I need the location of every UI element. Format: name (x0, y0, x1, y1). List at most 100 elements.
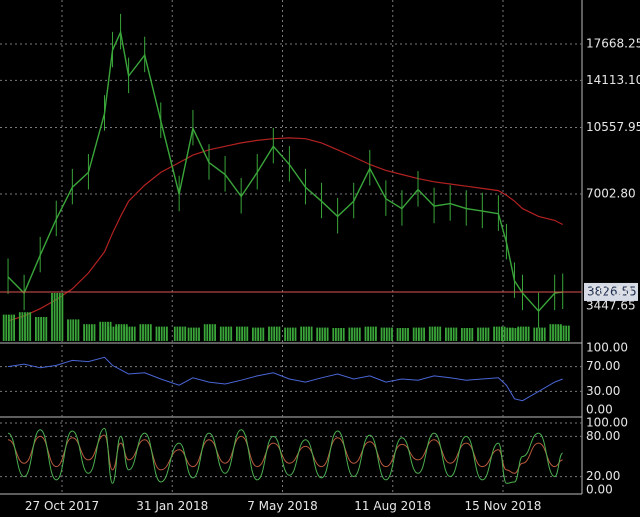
volume-bar (484, 327, 487, 341)
price-tick-label: 7002.80 (586, 187, 636, 201)
volume-bar (431, 326, 434, 341)
volume-bar (326, 327, 329, 341)
volume-bar (450, 327, 452, 341)
volume-bar (436, 326, 439, 341)
volume-bar (268, 326, 270, 341)
volume-bar (254, 327, 257, 341)
volume-bar (203, 324, 206, 341)
volume-bar (115, 324, 118, 341)
volume-bar (45, 317, 48, 341)
current-price-box (584, 282, 638, 301)
volume-bar (567, 325, 570, 341)
volume-bar (120, 324, 123, 341)
volume-bar (423, 327, 425, 341)
volume-bar (278, 326, 281, 341)
volume-bar (209, 324, 211, 341)
volume-bar (118, 324, 120, 341)
volume-bar (332, 328, 335, 341)
stochastic-panel (0, 422, 582, 484)
volume-bar (340, 328, 342, 341)
panel-frames (0, 0, 583, 495)
volume-bar (107, 326, 110, 341)
volume-bar (495, 326, 498, 341)
volume-bar (468, 328, 471, 341)
volume-bar (241, 326, 243, 341)
volume-bar (222, 326, 225, 341)
volume-bar (35, 317, 37, 341)
volume-bar (428, 326, 431, 341)
volume-bar (181, 326, 184, 341)
volume-bar (342, 328, 345, 341)
volume-bar (158, 326, 160, 341)
volume-bar (160, 326, 163, 341)
volume-bar (522, 326, 525, 341)
volume-bar (91, 324, 93, 341)
volume-bar (173, 326, 176, 341)
stoch-tick-label: 20.00 (586, 469, 620, 483)
volume-bar (252, 327, 254, 341)
price-tick-label: 14113.10 (586, 73, 640, 87)
volume-bar (128, 326, 131, 341)
price-tick-label: 10557.95 (586, 120, 640, 134)
volume-bar (562, 325, 565, 341)
volume-bar (466, 328, 468, 341)
stoch-tick-label: 100.00 (586, 416, 628, 430)
volume-bar (262, 327, 265, 341)
volume-bar (131, 326, 133, 341)
x-axis-labels: 27 Oct 2017 31 Jan 2018 7 May 2018 11 Aug 2… (25, 499, 541, 513)
volume-bar (184, 326, 187, 341)
volume-bar (560, 325, 562, 341)
volume-bar (85, 324, 88, 341)
stoch-tick-label: 0.00 (586, 483, 613, 497)
volume-bar (348, 327, 351, 341)
volume-bar (375, 326, 377, 341)
price-tick-label: 17668.25 (586, 37, 640, 51)
volume-bar (26, 312, 29, 341)
volume-bar (527, 326, 530, 341)
grid (0, 0, 582, 494)
volume-bar (565, 325, 568, 341)
volume-bar (455, 327, 458, 341)
moving-average-line (7, 137, 563, 322)
volume-bar (149, 324, 152, 341)
x-tick-label: 31 Jan 2018 (136, 499, 208, 513)
volume-bar (415, 327, 418, 341)
volume-bar (230, 326, 233, 341)
volume-bar (42, 317, 45, 341)
volume-bar (506, 327, 509, 341)
volume-bar (147, 324, 150, 341)
volume-bar (324, 327, 326, 341)
volume-bar (525, 326, 527, 341)
volume-bar (471, 328, 474, 341)
volume-bar (536, 327, 538, 341)
volume-bar (519, 326, 522, 341)
volume-bar (246, 326, 249, 341)
volume-bar (356, 327, 359, 341)
volume-bar (74, 319, 77, 341)
volume-bar (385, 327, 388, 341)
price-panel (0, 13, 582, 329)
volume-bar (452, 327, 455, 341)
volume-bar (461, 328, 463, 341)
volume-bar (463, 328, 466, 341)
volume-bar (514, 328, 517, 341)
volume-bar (144, 324, 147, 341)
x-tick-label: 7 May 2018 (247, 499, 318, 513)
rsi-panel (0, 356, 582, 402)
volume-bar (511, 328, 514, 341)
volume-bar (396, 328, 399, 341)
volume-bar (509, 328, 512, 341)
price-line (7, 29, 563, 313)
volume-bar (77, 319, 80, 341)
volume-bar (351, 327, 353, 341)
volume-bar (109, 326, 112, 341)
volume-bar (533, 327, 536, 341)
volume-bar (99, 321, 102, 341)
volume-bar (302, 326, 305, 341)
y-axis-labels: 17668.25 14113.10 10557.95 7002.80 3447.6538… (584, 37, 640, 497)
volume-bar (549, 324, 552, 341)
volume-bar (517, 326, 520, 341)
x-tick-label: 11 Aug 2018 (354, 499, 431, 513)
volume-tick-label: -107.50 (586, 285, 632, 299)
